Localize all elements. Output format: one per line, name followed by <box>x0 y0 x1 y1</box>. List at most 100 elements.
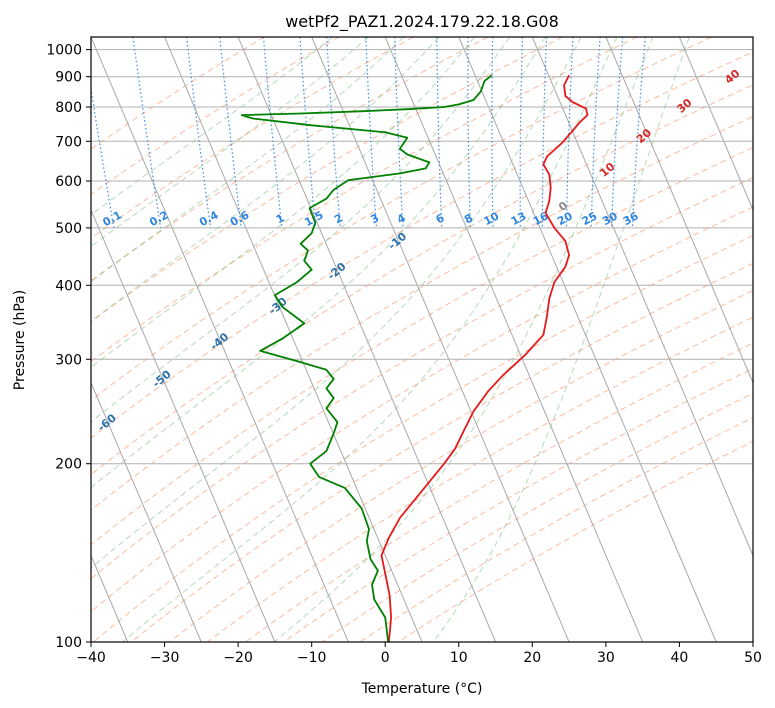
mixing-ratio-label: 0.1 <box>101 208 124 229</box>
mixing-ratio-line <box>436 37 443 228</box>
y-tick-label: 100 <box>55 635 82 651</box>
plot-frame <box>90 36 754 643</box>
isotherm-line <box>164 37 423 642</box>
isotherm-line <box>678 37 753 212</box>
moist-adiabat <box>91 37 511 423</box>
x-tick-label: 40 <box>670 650 688 666</box>
isotherm-label: -80 <box>0 510 14 533</box>
dry-adiabat <box>91 37 713 401</box>
y-tick-label: 700 <box>55 134 82 150</box>
mixing-ratio-label: 3 <box>368 211 381 226</box>
theta-e-label: 10 <box>597 160 617 180</box>
chart-title: wetPf2_PAZ1.2024.179.22.18.G08 <box>285 12 559 32</box>
mixing-ratio-line <box>611 37 624 228</box>
isotherm-label: -50 <box>150 367 174 390</box>
y-tick-label: 500 <box>55 221 82 237</box>
moist-adiabat <box>122 37 618 642</box>
dry-adiabat <box>91 37 340 196</box>
y-tick-label: 600 <box>55 174 82 190</box>
mixing-ratio-label: 1 <box>274 211 287 226</box>
mixing-ratio-label: 2 <box>332 211 345 226</box>
isotherm-label: -30 <box>266 295 290 318</box>
isobar-gridlines <box>91 49 753 642</box>
mixing-ratio-label: 13 <box>509 209 529 228</box>
x-tick-label: 10 <box>450 650 468 666</box>
dewpoint-profile-line <box>240 74 493 642</box>
theta-e-label: 40 <box>722 67 742 87</box>
y-tick-label: 1000 <box>46 43 82 59</box>
profile-series <box>240 74 589 642</box>
mixing-ratio-line <box>132 37 162 228</box>
dry-adiabat <box>359 416 753 642</box>
mixing-ratio-label: 0.6 <box>228 208 252 229</box>
y-tick-label: 800 <box>55 100 82 116</box>
mixing-ratio-label: 36 <box>621 209 641 228</box>
line-annotations: 0.10.20.40.611.52346810131620253036-100-… <box>0 67 742 533</box>
mixing-ratio-line <box>186 37 212 228</box>
x-tick-label: 20 <box>523 650 541 666</box>
isotherm-line <box>91 208 276 642</box>
y-tick-label: 400 <box>55 278 82 294</box>
y-axis-label: Pressure (hPa) <box>12 290 28 390</box>
moist-adiabat <box>91 37 404 283</box>
x-tick-label: 0 <box>381 650 390 666</box>
mixing-ratio-line <box>590 37 601 228</box>
temperature-profile-line <box>380 74 589 642</box>
skewed-isotherms <box>91 37 753 642</box>
mixing-ratio-line <box>365 37 378 228</box>
dry-adiabat <box>131 262 753 642</box>
mixing-ratio-label: 6 <box>434 211 447 226</box>
isotherm-line <box>605 37 753 385</box>
dry-adiabat <box>91 51 753 439</box>
mixing-ratio-lines <box>91 37 646 229</box>
x-tick-label: −40 <box>76 650 106 666</box>
x-tick-label: −20 <box>223 650 253 666</box>
isotherm-line <box>311 37 570 642</box>
dry-adiabat <box>91 84 753 476</box>
dry-adiabat <box>245 342 753 642</box>
isotherm-line <box>91 37 349 642</box>
dry-adiabat <box>91 146 753 546</box>
dry-adiabat <box>169 290 753 642</box>
dry-adiabat <box>92 234 753 642</box>
isotherm-line <box>752 37 753 39</box>
mixing-ratio-label: 10 <box>482 209 502 228</box>
moist-adiabat <box>91 37 369 248</box>
mixing-ratio-line <box>467 37 471 228</box>
moist-adiabat <box>91 37 334 216</box>
y-tick-label: 900 <box>55 70 82 86</box>
isotherm-label: -60 <box>95 411 119 434</box>
moist-adiabats <box>91 37 690 642</box>
x-tick-label: 30 <box>597 650 615 666</box>
mixing-ratio-label: 25 <box>580 209 600 228</box>
mixing-ratio-line <box>491 37 494 228</box>
isotherm-line <box>91 381 202 642</box>
isotherm-line <box>237 37 497 642</box>
dry-adiabat <box>91 37 638 363</box>
moist-adiabat <box>91 37 475 369</box>
isotherm-line <box>531 37 753 557</box>
x-axis: −40 −30 −20 −10 0 10 20 30 40 50 <box>76 642 762 666</box>
mixing-ratio-label: 16 <box>531 209 551 228</box>
dry-adiabat <box>91 37 414 239</box>
mixing-ratio-label: 30 <box>600 209 620 228</box>
moist-adiabat <box>91 37 440 323</box>
moist-adiabat <box>91 37 582 569</box>
isotherm-label: -40 <box>208 330 232 353</box>
isotherm-label: -10 <box>386 230 410 253</box>
mixing-ratio-line <box>262 37 283 228</box>
plot-area: 0.10.20.40.611.52346810131620253036-100-… <box>0 37 753 642</box>
moist-adiabat <box>91 37 546 489</box>
mixing-ratio-label: 20 <box>555 209 575 228</box>
x-tick-label: 50 <box>744 650 762 666</box>
mixing-ratio-line <box>91 85 115 229</box>
dry-adiabat <box>91 177 753 580</box>
y-axis: 100 200 300 400 500 600 700 800 900 1000 <box>46 43 91 651</box>
y-tick-label: 300 <box>55 352 82 368</box>
moist-adiabat <box>432 37 690 642</box>
mixing-ratio-line <box>299 37 317 228</box>
x-axis-label: Temperature (°C) <box>361 681 483 697</box>
y-tick-label: 200 <box>55 457 82 473</box>
isotherm-label: -20 <box>325 260 349 283</box>
